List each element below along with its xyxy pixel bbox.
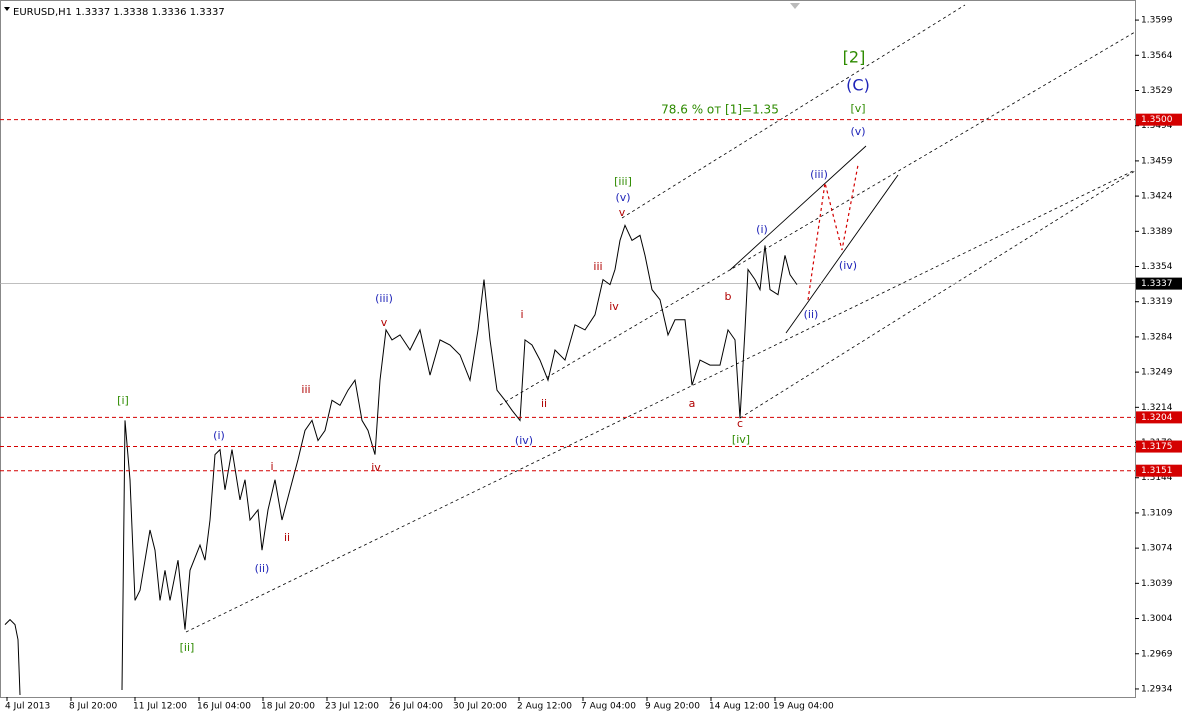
wave-label: (v)	[850, 125, 865, 138]
y-tick-label: 1.2934	[1141, 684, 1173, 694]
wave-label: iii	[301, 383, 310, 396]
level-label-box	[1136, 113, 1182, 126]
y-tick-label: 1.3494	[1141, 121, 1173, 131]
wave-label: (ii)	[804, 308, 819, 321]
wave-label: [ii]	[180, 641, 195, 654]
y-tick-label: 1.3004	[1141, 614, 1173, 624]
wave-label: c	[737, 417, 743, 430]
wave-label: ii	[284, 531, 290, 544]
wave-label: (iv)	[515, 434, 533, 447]
y-tick-label: 1.3074	[1141, 544, 1173, 554]
y-tick-label: 1.3599	[1141, 16, 1173, 26]
shift-marker	[790, 3, 800, 9]
y-tick-label: 1.3459	[1141, 156, 1173, 166]
y-tick-label: 1.3144	[1141, 473, 1173, 483]
level-label-box	[1136, 440, 1182, 453]
x-tick-label: 7 Aug 04:00	[581, 702, 636, 712]
y-tick-label: 1.3039	[1141, 579, 1173, 589]
wave-label: ii	[541, 397, 547, 410]
plot-frame	[0, 0, 1136, 698]
wave-label: v	[619, 206, 626, 219]
y-tick-label: 1.3284	[1141, 332, 1173, 342]
y-tick-label: 1.2969	[1141, 649, 1173, 659]
wave-label: (i)	[213, 429, 225, 442]
wave-label: [v]	[850, 102, 865, 115]
wave-label: [iii]	[614, 175, 632, 188]
y-tick-label: 1.3564	[1141, 51, 1173, 61]
wave-label: [i]	[117, 394, 129, 407]
wave-label: [2]	[843, 48, 866, 67]
x-tick-label: 18 Jul 20:00	[261, 702, 315, 712]
wave-label: (C)	[846, 76, 870, 95]
y-tick-label: 1.3319	[1141, 297, 1173, 307]
wave-label: a	[689, 397, 696, 410]
projection-path	[807, 164, 859, 301]
last-price-label: 1.3337	[1141, 279, 1173, 289]
last-price-box	[1136, 277, 1182, 290]
x-tick-label: 26 Jul 04:00	[389, 702, 443, 712]
wave-label: (iii)	[375, 292, 393, 305]
x-tick-label: 9 Aug 20:00	[645, 702, 700, 712]
wave-label: i	[520, 308, 523, 321]
y-tick-label: 1.3354	[1141, 262, 1173, 272]
x-tick-label: 11 Jul 12:00	[133, 702, 187, 712]
y-tick-label: 1.3389	[1141, 227, 1173, 237]
wave-label: (v)	[615, 191, 630, 204]
price-line	[4, 223, 798, 696]
y-tick-label: 1.3424	[1141, 192, 1173, 202]
wave-label: (iii)	[810, 168, 828, 181]
y-tick-label: 1.3249	[1141, 368, 1173, 378]
menu-arrow	[4, 7, 10, 11]
wave-label: iii	[593, 260, 602, 273]
x-tick-label: 16 Jul 04:00	[197, 702, 251, 712]
wave-label: iv	[371, 461, 381, 474]
channel-lines	[185, 4, 1136, 633]
level-label: 1.3151	[1141, 466, 1173, 476]
annotations: [2] (C) 78.6 % от [1]=1.35 [v] (v) [iii]…	[117, 48, 870, 655]
x-tick-label: 4 Jul 2013	[5, 702, 50, 712]
triangle-lines	[729, 145, 899, 334]
wave-label: (i)	[756, 223, 768, 236]
level-label: 1.3204	[1141, 413, 1173, 423]
x-tick-label: 14 Aug 12:00	[709, 702, 770, 712]
x-tick-label: 23 Jul 12:00	[325, 702, 379, 712]
wave-label: v	[381, 316, 388, 329]
x-tick-label: 8 Jul 20:00	[69, 702, 118, 712]
level-label: 1.3500	[1141, 115, 1173, 125]
level-label-box	[1136, 411, 1182, 424]
y-tick-label: 1.3109	[1141, 508, 1173, 518]
wave-label: b	[725, 290, 732, 303]
y-tick-label: 1.3529	[1141, 86, 1173, 96]
wave-label: iv	[609, 300, 619, 313]
annotation: 78.6 % от [1]=1.35	[661, 103, 779, 117]
header: EURUSD,H1 1.3337 1.3338 1.3336 1.3337	[13, 7, 225, 18]
x-tick-label: 30 Jul 20:00	[453, 702, 507, 712]
wave-label: i	[270, 460, 273, 473]
wave-label: (ii)	[255, 562, 270, 575]
wave-label: (iv)	[839, 259, 857, 272]
level-label-box	[1136, 464, 1182, 477]
y-tick-label: 1.3214	[1141, 403, 1173, 413]
x-tick-label: 2 Aug 12:00	[517, 702, 572, 712]
wave-label: [iv]	[732, 433, 750, 446]
level-label: 1.3175	[1141, 442, 1173, 452]
x-tick-label: 19 Aug 04:00	[773, 702, 834, 712]
